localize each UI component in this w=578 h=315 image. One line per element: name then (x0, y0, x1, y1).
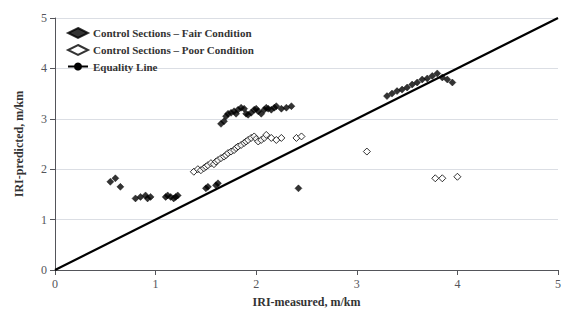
svg-text:3: 3 (354, 277, 360, 291)
svg-text:5: 5 (555, 277, 561, 291)
svg-text:2: 2 (253, 277, 259, 291)
svg-text:5: 5 (41, 11, 47, 25)
svg-text:3: 3 (41, 112, 47, 126)
svg-text:1: 1 (41, 213, 47, 227)
svg-text:IRI-predicted, m/km: IRI-predicted, m/km (12, 91, 26, 197)
svg-text:Equality Line: Equality Line (93, 61, 158, 73)
svg-text:4: 4 (41, 61, 47, 75)
svg-text:0: 0 (41, 263, 47, 277)
svg-text:IRI-measured, m/km: IRI-measured, m/km (253, 295, 361, 309)
svg-text:4: 4 (454, 277, 460, 291)
svg-text:2: 2 (41, 162, 47, 176)
svg-text:Control Sections – Poor Condit: Control Sections – Poor Condition (93, 44, 254, 56)
svg-text:1: 1 (153, 277, 159, 291)
svg-text:Control Sections – Fair Condit: Control Sections – Fair Condition (93, 27, 252, 39)
svg-text:0: 0 (52, 277, 58, 291)
